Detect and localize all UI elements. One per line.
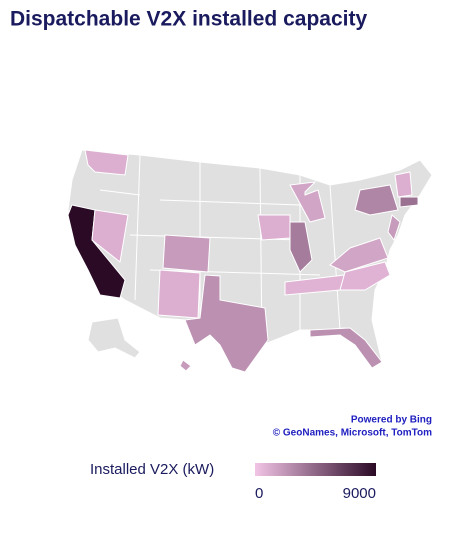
regions [67, 149, 419, 373]
region [84, 149, 129, 176]
region [257, 214, 291, 241]
region [289, 181, 326, 223]
region [179, 359, 192, 372]
region [399, 196, 419, 208]
region [184, 274, 269, 373]
region [157, 269, 201, 319]
legend-tick-label: 9000 [343, 485, 376, 502]
region [162, 234, 211, 273]
region [387, 214, 401, 242]
region [339, 261, 391, 291]
region [289, 221, 313, 273]
chart-title: Dispatchable V2X installed capacity [10, 8, 367, 31]
attribution: © GeoNames, Microsoft, TomTom [273, 428, 432, 439]
attribution: Powered by Bing [351, 415, 432, 426]
region [354, 184, 399, 216]
region [394, 171, 413, 198]
legend-tick-label: 0 [255, 485, 263, 502]
region [309, 327, 383, 369]
region [329, 237, 389, 273]
legend-title: Installed V2X (kW) [90, 461, 214, 478]
alaska [87, 317, 141, 359]
region [91, 209, 129, 263]
legend-gradient [255, 463, 376, 476]
